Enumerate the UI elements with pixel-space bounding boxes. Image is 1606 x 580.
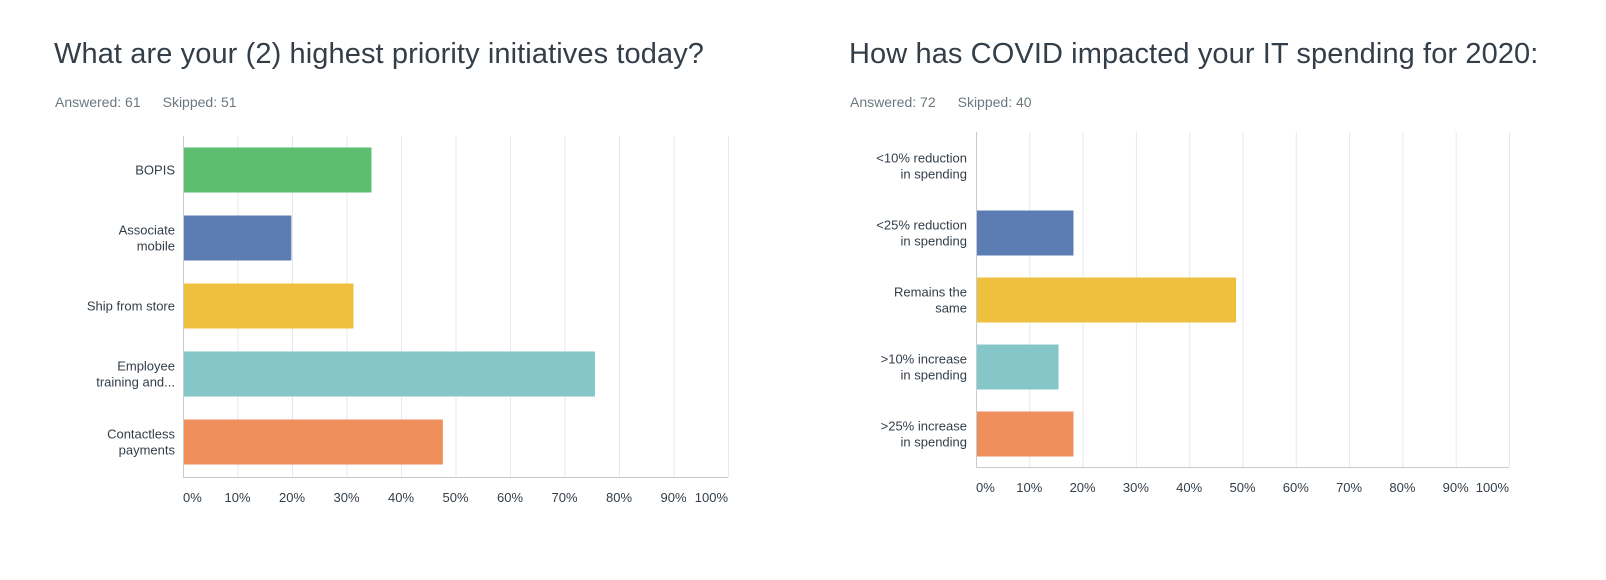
category-label-line: in spending xyxy=(901,167,968,182)
bar[interactable] xyxy=(977,277,1237,323)
x-tick-label: 100% xyxy=(695,490,729,505)
category-label: Employee training and... xyxy=(96,359,175,390)
priorities-bar-chart: 0% 10% 20% 30% 40% 50% 60% 70% 80% 90% 100% BOPIS As… xyxy=(87,136,729,505)
question-title: How has COVID impacted your IT spending … xyxy=(849,38,1539,70)
bar[interactable] xyxy=(184,419,443,465)
category-label-line: same xyxy=(935,301,967,316)
category-label: >10% increase in spending xyxy=(881,352,967,383)
bar[interactable] xyxy=(977,210,1074,256)
x-tick-label: 20% xyxy=(279,490,305,505)
covid-spending-bar-chart: 0% 10% 20% 30% 40% 50% 60% 70% 80% 90% 100% <10% re… xyxy=(876,132,1510,495)
bar[interactable] xyxy=(184,147,372,193)
x-tick-label: 30% xyxy=(333,490,359,505)
category-label-line: >10% increase xyxy=(881,352,967,367)
category-label-line: Associate xyxy=(119,223,175,238)
skipped-count: Skipped: 51 xyxy=(162,94,237,110)
category-label-line: Employee xyxy=(117,359,175,374)
x-tick-label: 0% xyxy=(976,480,995,495)
x-tick-label: 40% xyxy=(388,490,414,505)
x-tick-label: 30% xyxy=(1123,480,1149,495)
x-tick-label: 20% xyxy=(1070,480,1096,495)
category-label-line: mobile xyxy=(137,239,175,254)
x-tick-label: 0% xyxy=(183,490,202,505)
category-label-line: Remains the xyxy=(894,285,967,300)
category-label: <25% reduction in spending xyxy=(876,218,967,249)
category-label-line: Contactless xyxy=(107,427,175,442)
response-stats: Answered: 72 Skipped: 40 xyxy=(850,94,1032,110)
category-label-line: in spending xyxy=(901,234,968,249)
x-tick-label: 100% xyxy=(1476,480,1510,495)
x-tick-label: 80% xyxy=(1389,480,1415,495)
category-label: <10% reduction in spending xyxy=(876,151,967,182)
category-label: Contactless payments xyxy=(107,427,175,458)
x-tick-label: 50% xyxy=(1229,480,1255,495)
bar[interactable] xyxy=(184,351,595,397)
category-label: >25% increase in spending xyxy=(881,419,967,450)
x-tick-label: 40% xyxy=(1176,480,1202,495)
x-tick-label: 60% xyxy=(497,490,523,505)
category-label: Remains the same xyxy=(894,285,967,316)
answered-count: Answered: 72 xyxy=(850,94,936,110)
category-label-line: Ship from store xyxy=(87,299,175,314)
category-label-line: in spending xyxy=(901,368,968,383)
category-label-line: training and... xyxy=(96,375,175,390)
x-axis-ticks: 0% 10% 20% 30% 40% 50% 60% 70% 80% 90% 100% xyxy=(976,480,1509,495)
x-tick-label: 10% xyxy=(1016,480,1042,495)
x-tick-label: 80% xyxy=(606,490,632,505)
x-tick-label: 90% xyxy=(660,490,686,505)
answered-count: Answered: 61 xyxy=(55,94,141,110)
category-label: Associate mobile xyxy=(119,223,175,254)
bar[interactable] xyxy=(184,215,292,261)
x-tick-label: 50% xyxy=(442,490,468,505)
x-tick-label: 60% xyxy=(1283,480,1309,495)
category-label: BOPIS xyxy=(135,163,175,178)
x-tick-label: 90% xyxy=(1443,480,1469,495)
skipped-count: Skipped: 40 xyxy=(957,94,1032,110)
bar[interactable] xyxy=(184,283,354,329)
category-label-line: in spending xyxy=(901,435,968,450)
category-label-line: <25% reduction xyxy=(876,218,967,233)
category-label-line: payments xyxy=(119,443,176,458)
category-label-line: >25% increase xyxy=(881,419,967,434)
response-stats: Answered: 61 Skipped: 51 xyxy=(55,94,237,110)
chart-panel-priorities: What are your (2) highest priority initi… xyxy=(0,0,790,580)
category-label: Ship from store xyxy=(87,299,175,314)
question-title: What are your (2) highest priority initi… xyxy=(54,38,705,70)
bar[interactable] xyxy=(977,344,1059,390)
category-label-line: <10% reduction xyxy=(876,151,967,166)
bar[interactable] xyxy=(977,411,1074,457)
x-tick-label: 70% xyxy=(551,490,577,505)
x-tick-label: 70% xyxy=(1336,480,1362,495)
chart-panel-covid-spending: How has COVID impacted your IT spending … xyxy=(790,0,1606,580)
category-label-line: BOPIS xyxy=(135,163,175,178)
x-axis-ticks: 0% 10% 20% 30% 40% 50% 60% 70% 80% 90% 100% xyxy=(183,490,728,505)
x-tick-label: 10% xyxy=(224,490,250,505)
